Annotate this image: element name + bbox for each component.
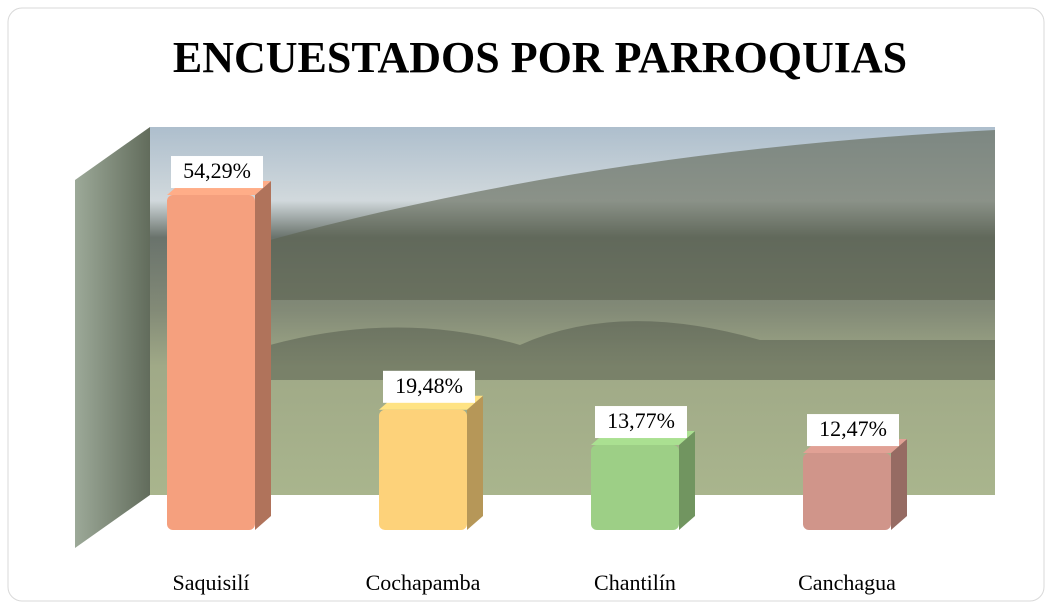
value-label-box [171,156,263,189]
value-label-box [595,406,687,439]
chart-title: ENCUESTADOS POR PARROQUIAS [173,33,907,82]
value-label: 54,29% [183,158,251,183]
x-tick-label: Canchagua [798,570,896,595]
x-tick-label: Cochapamba [366,570,481,595]
bar [379,409,467,530]
bar-side [255,181,271,530]
x-tick-label: Saquisilí [172,570,249,595]
bar [167,195,255,530]
hills [270,130,995,300]
side-wall [75,127,150,548]
bar-side [891,439,907,530]
value-label: 12,47% [819,416,887,441]
bar [803,453,891,530]
value-label: 13,77% [607,408,675,433]
roofs [270,321,995,380]
x-tick-label: Chantilín [594,570,676,595]
bar [591,445,679,530]
bars: 54,29% 19,48% 13,77% 12,47% [167,156,907,530]
value-label: 19,48% [395,373,463,398]
value-label-box [383,370,475,403]
bar-side [467,395,483,530]
bar-side [679,431,695,530]
value-label-box [807,414,899,447]
